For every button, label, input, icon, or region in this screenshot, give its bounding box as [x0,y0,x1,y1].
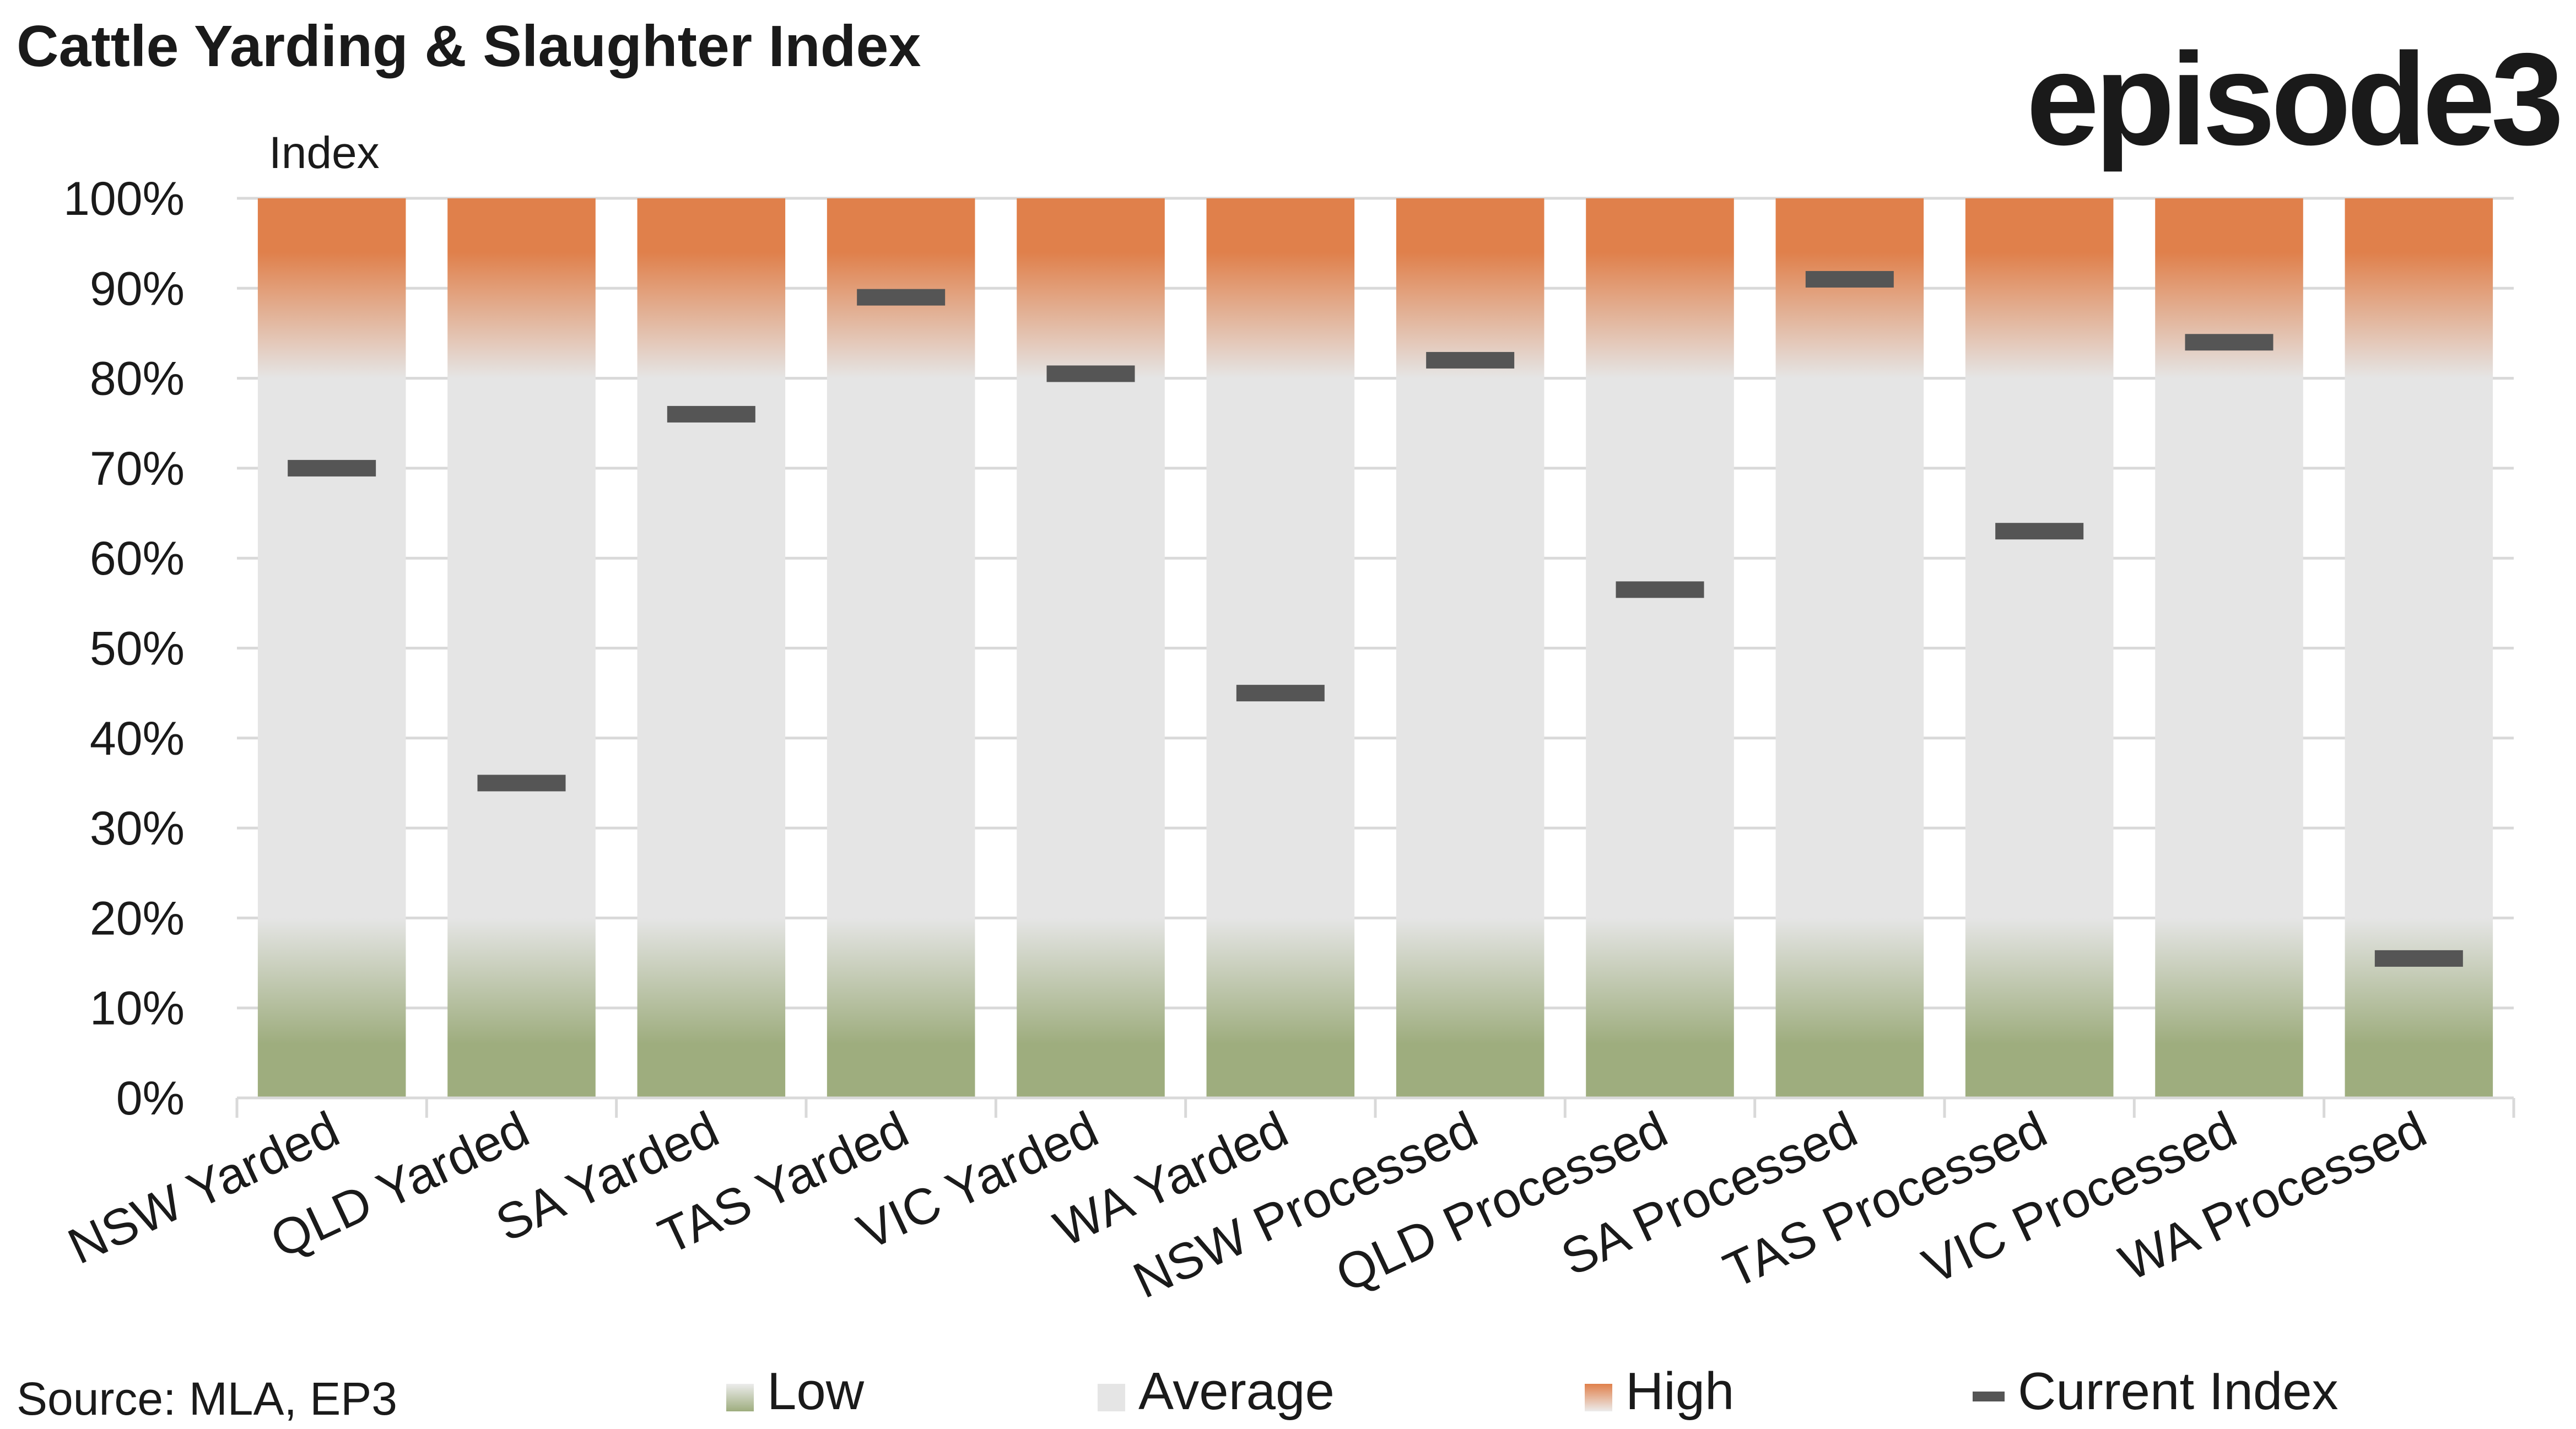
bar-segment-average [257,378,406,918]
chart-title: Cattle Yarding & Slaughter Index [17,14,921,79]
bar-stack [1775,198,1924,1098]
y-tick-label: 0% [116,1072,185,1125]
bars [257,198,2493,1098]
x-tick-label: TAS Processed [1715,1101,2055,1300]
y-tick-label: 30% [90,802,185,855]
bar-segment-high [637,198,786,378]
y-tick-label: 70% [90,442,185,495]
bar-segment-high [1586,198,1734,378]
current-index-marker [1236,685,1325,702]
legend-item-high: High [1585,1362,1734,1421]
bar-stack [1586,198,1734,1098]
current-index-marker [1805,270,1894,288]
legend-label-high: High [1625,1362,1734,1421]
bar-segment-low [1586,918,1734,1098]
bar-stack [1017,198,1165,1098]
gridlines [237,197,2514,1010]
y-tick-label: 20% [90,892,185,945]
bar-stack [447,198,596,1098]
current-index-marker [2374,950,2463,967]
bar-segment-low [637,918,786,1098]
bar-segment-high [2345,198,2493,378]
x-tick-label: QLD Processed [1327,1101,1676,1303]
legend-label-current-index: Current Index [2018,1362,2339,1421]
bar-stack [257,198,406,1098]
bar-segment-low [257,918,406,1098]
bar-stack [2345,198,2493,1098]
bar-segment-average [1965,378,2114,918]
current-index-marker [1426,351,1515,369]
bar-segment-high [1775,198,1924,378]
legend-swatch-low [726,1384,754,1411]
current-index-marker [1616,581,1704,598]
bar-stack [1396,198,1544,1098]
y-tick-label: 10% [90,982,185,1035]
bar-stack [637,198,786,1098]
bar-segment-high [1965,198,2114,378]
bar-segment-high [447,198,596,378]
bar-segment-average [2155,378,2303,918]
current-index-marker [667,405,755,423]
bar-segment-low [827,918,975,1098]
brand-logo: episode3 [2026,26,2559,172]
bar-segment-low [1206,918,1355,1098]
bar-segment-average [1206,378,1355,918]
bar-segment-low [1396,918,1544,1098]
source-note: Source: MLA, EP3 [17,1373,397,1425]
bar-segment-high [1206,198,1355,378]
bar-segment-low [2155,918,2303,1098]
bar-segment-high [2155,198,2303,378]
bar-stack [1206,198,1355,1098]
bar-segment-low [1775,918,1924,1098]
y-axis-ticks: 0% 10% 20% 30% 40% 50% 60% 70% 80% 90% 100% [63,172,185,1125]
legend-label-average: Average [1138,1362,1335,1421]
bar-segment-average [1017,378,1165,918]
legend: Low Average High Current Index [726,1362,2339,1421]
current-index-marker [2185,334,2273,351]
x-axis-tick-marks [235,1098,2515,1118]
bar-segment-average [827,378,975,918]
current-index-marker [288,459,376,477]
y-tick-label: 40% [90,712,185,765]
current-index-markers [288,270,2463,967]
bar-segment-high [827,198,975,378]
bar-stack [1965,198,2114,1098]
bar-segment-average [447,378,596,918]
bar-stack [2155,198,2303,1098]
bar-stack [827,198,975,1098]
legend-swatch-average [1098,1384,1125,1411]
bar-segment-average [2345,378,2493,918]
bar-segment-low [1965,918,2114,1098]
y-tick-label: 100% [63,172,185,225]
legend-item-current-index: Current Index [1973,1362,2339,1421]
legend-item-low: Low [726,1362,865,1421]
y-tick-label: 90% [90,262,185,315]
bar-segment-average [1396,378,1544,918]
bar-segment-low [447,918,596,1098]
legend-swatch-high [1585,1384,1612,1411]
bar-segment-low [1017,918,1165,1098]
bar-segment-average [637,378,786,918]
x-tick-label: VIC Processed [1915,1101,2245,1295]
bar-segment-average [1775,378,1924,918]
legend-swatch-current-index [1973,1392,2005,1401]
y-tick-label: 80% [90,353,185,405]
legend-label-low: Low [767,1362,865,1421]
y-axis-label: Index [269,128,380,178]
current-index-marker [477,775,566,792]
current-index-marker [1995,523,2084,540]
y-tick-label: 60% [90,532,185,585]
bar-segment-high [1017,198,1165,378]
y-tick-label: 50% [90,623,185,675]
current-index-marker [857,289,946,306]
current-index-marker [1046,365,1135,382]
bar-segment-high [257,198,406,378]
bar-segment-average [1586,378,1734,918]
bar-segment-high [1396,198,1544,378]
legend-item-average: Average [1098,1362,1335,1421]
bar-segment-low [2345,918,2493,1098]
